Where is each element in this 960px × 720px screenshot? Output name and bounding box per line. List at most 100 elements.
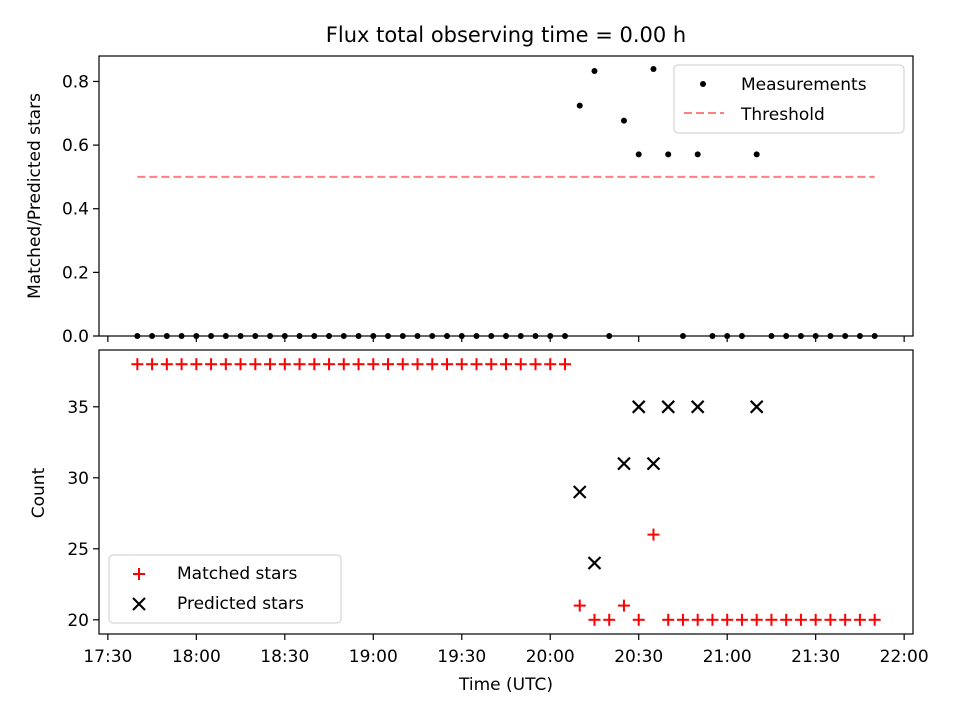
matched-star-point [544,358,557,371]
matched-star-point [853,613,866,626]
matched-star-point [500,358,512,371]
legend-marker-matched [133,568,145,580]
matched-star-point [647,528,660,541]
measurement-point [635,151,642,158]
matched-star-point [219,358,232,371]
x-stroke-b [661,400,675,414]
predicted-star-point [749,400,764,414]
measurement-point [576,102,583,109]
matched-star-point [190,358,203,371]
top-y-ticks: 0.0 0.2 0.4 0.6 0.8 [62,72,99,347]
matched-star-point [706,613,719,626]
matched-star-point [721,613,734,626]
predicted-star-point [661,400,675,414]
matched-star-point [617,599,630,612]
x-tick-label: 21:00 [703,647,752,667]
matched-star-point [735,613,748,626]
matched-star-point [514,358,527,371]
legend-label-measurements: Measurements [741,75,867,95]
legend-label-threshold: Threshold [740,105,825,125]
legend-marker-measurements [700,81,706,87]
matched-star-point [470,358,483,371]
bottom-x-ticks: 17:30 18:00 18:30 19:00 19:30 20:00 20:30 21:00… [83,634,929,667]
predicted-star-point [587,556,602,570]
x-stroke-b [572,485,587,499]
matched-star-point [160,358,173,371]
matched-star-point [765,613,778,626]
bottom-plot-frame [98,349,914,635]
x-tick-label: 19:00 [349,647,398,667]
x-tick-label: 21:30 [791,647,840,667]
top-legend-box [673,64,905,134]
y-tick-label: 35 [67,398,89,418]
matched-star-point [662,613,675,626]
matched-star-point [293,358,306,371]
bottom-y-ticks: 20 25 30 35 [67,398,99,631]
top-plot-frame [98,55,914,337]
matched-star-point [839,613,852,626]
matched-star-point [750,613,763,626]
matched-star-point [175,358,188,371]
matched-star-point [205,358,218,371]
matched-star-point [558,358,571,371]
predicted-star-point [572,485,587,499]
measurement-point [650,66,657,73]
bottom-y-axis-label: Count [29,467,49,518]
x-stroke-b [617,456,631,471]
predicted-star-point [690,400,705,414]
x-stroke-b [587,556,602,570]
matched-star-point [249,358,262,371]
x-tick-label: 17:30 [83,647,132,667]
matched-star-point [573,599,586,612]
x-tick-label: 20:30 [614,647,663,667]
legend-label-predicted: Predicted stars [177,594,304,614]
matched-star-point [337,358,350,371]
matched-star-point [868,613,881,626]
y-tick-label: 20 [67,611,89,631]
chart-title: Flux total observing time = 0.00 h [326,23,686,47]
y-tick-label: 0.6 [62,136,89,156]
bottom-panel: 20 25 30 35 17:30 18:00 18:30 19:00 19:30 20:00 2… [29,349,929,695]
matched-star-point [809,613,822,626]
y-tick-label: 0.2 [62,263,89,283]
top-panel: 0.00.20.40.60.8 Matched/Predicted stars … [25,55,914,347]
matched-star-point [676,613,689,626]
y-tick-label: 0.0 [62,327,89,347]
matched-star-point [278,358,291,371]
matched-star-point [588,613,601,626]
predicted-star-point [631,400,646,414]
legend-marker-predicted [132,597,146,611]
y-tick-label: 0.4 [62,200,89,220]
matched-star-point [824,613,837,626]
matched-star-point [323,358,336,371]
measurement-point [665,151,672,158]
top-y-axis-label: Matched/Predicted stars [25,93,45,299]
predicted-star-point [646,456,661,471]
matched-star-point [396,358,409,371]
bottom-legend-box [108,554,342,624]
y-tick-label: 25 [67,540,89,560]
x-tick-label: 18:30 [260,647,309,667]
y-tick-label: 0.8 [62,72,89,92]
measurement-point [694,151,701,158]
matched-star-point [308,358,321,371]
matched-star-point [382,358,395,371]
x-stroke-b [646,456,661,471]
matched-star-point [485,358,498,371]
matched-star-point [529,358,542,371]
matched-star-point [352,358,365,371]
x-tick-label: 20:00 [526,647,575,667]
x-tick-label: 22:00 [880,647,929,667]
measurement-point [591,67,598,74]
x-axis-label: Time (UTC) [458,675,553,695]
x-stroke-b [690,400,705,414]
count-series [131,358,881,626]
y-tick-label: 30 [67,469,89,489]
matched-star-point [794,613,807,626]
x-tick-label: 18:00 [172,647,221,667]
x-stroke-b [749,400,764,414]
x-stroke-b [631,400,646,414]
measurement-point [620,117,627,124]
matched-star-point [780,613,793,626]
